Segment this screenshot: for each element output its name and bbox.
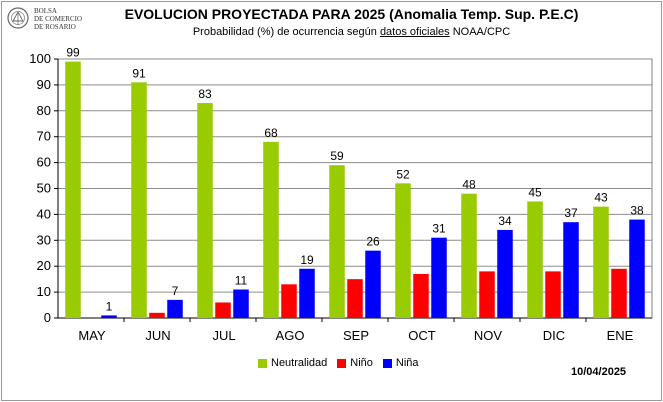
data-label: 11 bbox=[235, 274, 248, 288]
legend-label-nino: Niño bbox=[350, 357, 373, 369]
data-label: 43 bbox=[594, 191, 608, 205]
subtitle-pre: Probabilidad (%) de ocurrencia según bbox=[192, 26, 380, 38]
bar bbox=[563, 222, 579, 318]
legend-item-nino: Niño bbox=[337, 357, 373, 369]
y-tick-label: 50 bbox=[37, 181, 51, 196]
data-label: 68 bbox=[264, 126, 278, 140]
subtitle-post: NOAA/CPC bbox=[449, 26, 511, 38]
bar bbox=[233, 289, 249, 318]
date-label: 10/04/2025 bbox=[571, 366, 627, 378]
data-label: 7 bbox=[172, 284, 179, 298]
logo-emblem-icon bbox=[7, 7, 29, 29]
data-label: 59 bbox=[330, 149, 344, 163]
y-tick-label: 30 bbox=[37, 232, 51, 247]
x-tick-label: AGO bbox=[276, 328, 305, 343]
bar bbox=[461, 193, 477, 318]
legend-item-neutralidad: Neutralidad bbox=[258, 357, 327, 369]
subtitle-link[interactable]: datos oficiales bbox=[379, 26, 450, 38]
y-tick-label: 0 bbox=[44, 310, 51, 325]
bar bbox=[101, 315, 117, 318]
bar bbox=[347, 279, 363, 318]
x-tick-label: OCT bbox=[408, 328, 436, 343]
bar bbox=[149, 312, 165, 318]
chart-title: EVOLUCION PROYECTADA PARA 2025 (Anomalia… bbox=[124, 6, 579, 22]
bar bbox=[281, 284, 297, 318]
y-tick-label: 70 bbox=[37, 129, 51, 144]
y-tick-label: 100 bbox=[29, 51, 51, 66]
data-label: 91 bbox=[132, 66, 146, 80]
bar bbox=[65, 61, 81, 319]
bar bbox=[395, 183, 411, 318]
data-label: 1 bbox=[106, 299, 113, 313]
x-tick-label: JUN bbox=[145, 328, 170, 343]
bar bbox=[611, 268, 627, 318]
y-tick-label: 10 bbox=[37, 284, 51, 299]
data-label: 19 bbox=[300, 253, 314, 267]
data-label: 99 bbox=[66, 46, 80, 60]
x-tick-label: SEP bbox=[343, 328, 369, 343]
bar bbox=[167, 299, 183, 318]
logo-text-line1: BOLSA bbox=[34, 7, 57, 15]
data-label: 48 bbox=[462, 178, 476, 192]
legend-item-nina: Niña bbox=[382, 357, 419, 369]
label-layer: 99 1 91 7 83 11 68 19 59 26 52 31 48 34 45 37 43 38 bbox=[66, 46, 644, 314]
legend-swatch-nina bbox=[382, 358, 392, 368]
bar bbox=[497, 229, 513, 318]
logo: BOLSA DE COMERCIO DE ROSARIO bbox=[6, 5, 116, 35]
bar bbox=[413, 273, 429, 318]
data-label: 83 bbox=[198, 87, 212, 101]
data-label: 37 bbox=[564, 206, 578, 220]
bar bbox=[593, 206, 609, 318]
x-tick-label: MAY bbox=[78, 328, 106, 343]
data-label: 38 bbox=[630, 204, 644, 218]
x-tick-label: ENE bbox=[607, 328, 634, 343]
x-tick-label: NOV bbox=[474, 328, 503, 343]
bar bbox=[365, 250, 381, 318]
bar bbox=[431, 237, 447, 318]
chart-subtitle: Probabilidad (%) de ocurrencia según dat… bbox=[0, 26, 663, 38]
bar bbox=[545, 271, 561, 318]
data-label: 34 bbox=[498, 214, 512, 228]
bar bbox=[197, 103, 213, 318]
bar bbox=[527, 201, 543, 318]
bar bbox=[131, 82, 147, 318]
legend-label-neutralidad: Neutralidad bbox=[271, 357, 328, 369]
y-tick-label: 40 bbox=[37, 206, 51, 221]
x-tick-label: DIC bbox=[543, 328, 565, 343]
data-label: 31 bbox=[432, 222, 446, 236]
legend-swatch-neutralidad bbox=[258, 358, 267, 368]
y-tick-label: 90 bbox=[37, 77, 51, 92]
data-label: 26 bbox=[366, 235, 380, 249]
legend-label-nina: Niña bbox=[395, 357, 419, 369]
bar bbox=[263, 141, 279, 318]
bar bbox=[299, 268, 315, 318]
data-label: 45 bbox=[528, 185, 542, 199]
y-tick-label: 60 bbox=[37, 155, 51, 170]
bar bbox=[329, 165, 345, 318]
bar bbox=[479, 271, 495, 318]
bar-layer bbox=[65, 61, 645, 319]
logo-text-line2: DE COMERCIO bbox=[34, 15, 83, 23]
bar bbox=[629, 219, 645, 318]
legend-swatch-nino bbox=[337, 358, 347, 368]
y-tick-label: 80 bbox=[37, 103, 51, 118]
data-label: 52 bbox=[396, 167, 410, 181]
y-tick-label: 20 bbox=[37, 258, 51, 273]
legend: Neutralidad Niño Niña bbox=[258, 357, 419, 369]
bar bbox=[215, 302, 231, 318]
x-tick-label: JUL bbox=[212, 328, 235, 343]
logo-text-line3: DE ROSARIO bbox=[34, 23, 76, 31]
